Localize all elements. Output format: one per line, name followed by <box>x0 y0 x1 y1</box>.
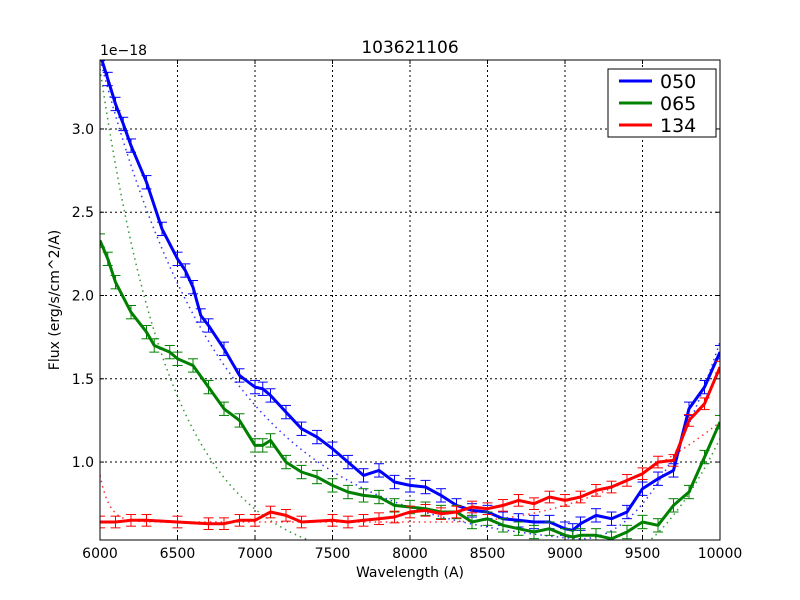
y-tick-label: 3.0 <box>72 122 94 138</box>
legend-item-065: 065 <box>619 93 696 115</box>
axis-ticks: 6000 6500 7000 7500 8000 8500 9000 9500 10000 1.0… <box>72 60 743 562</box>
legend-label-134: 134 <box>660 115 696 137</box>
legend: 050 065 134 <box>607 68 717 138</box>
x-tick-label: 6000 <box>82 546 118 562</box>
x-tick-label: 8500 <box>470 546 506 562</box>
legend-label-050: 050 <box>660 71 696 93</box>
legend-item-134: 134 <box>619 115 696 137</box>
x-tick-label: 9500 <box>625 546 661 562</box>
series-134 <box>100 360 720 531</box>
x-tick-label: 10000 <box>698 546 743 562</box>
y-tick-label: 2.5 <box>72 205 94 221</box>
x-tick-label: 7500 <box>315 546 351 562</box>
y-axis-label: Flux (erg/s/cm^2/A) <box>47 230 63 370</box>
x-tick-label: 9000 <box>547 546 583 562</box>
x-tick-label: 8000 <box>392 546 428 562</box>
data-series <box>100 60 720 540</box>
y-offset-label: 1e−18 <box>100 43 147 59</box>
y-tick-label: 2.0 <box>72 289 94 305</box>
x-tick-label: 6500 <box>160 546 196 562</box>
x-tick-label: 7000 <box>237 546 273 562</box>
y-tick-label: 1.5 <box>72 372 94 388</box>
legend-label-065: 065 <box>660 93 696 115</box>
chart-title: 103621106 <box>361 38 458 58</box>
line-134 <box>100 366 720 526</box>
line-065 <box>100 239 720 540</box>
legend-item-050: 050 <box>619 71 696 93</box>
y-tick-label: 1.0 <box>72 455 94 471</box>
line-050 <box>100 60 720 532</box>
x-axis-label: Wavelength (A) <box>356 565 464 581</box>
